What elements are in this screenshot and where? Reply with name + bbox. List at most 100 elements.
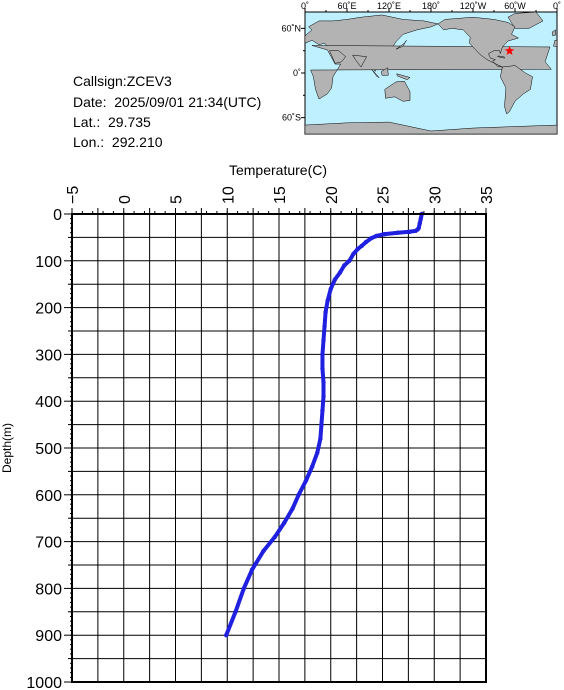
data-point	[321, 394, 326, 399]
x-tick-label: 15	[272, 186, 289, 204]
data-point	[413, 228, 418, 234]
data-point	[417, 221, 422, 226]
y-tick-label: 600	[35, 488, 62, 505]
x-tick-label: 20	[324, 186, 341, 204]
data-point	[418, 216, 423, 221]
date-text: Date: 2025/09/01 21:34(UTC)	[73, 94, 262, 110]
data-point	[290, 506, 295, 512]
world-map: 0˚ 60˚E 120˚E 180˚ 120˚W 60˚W 0˚ 60˚N 0˚ 60˚S	[281, 1, 561, 135]
land-shape	[352, 54, 367, 68]
data-point	[337, 270, 343, 275]
data-point	[322, 324, 327, 329]
chart-grid	[71, 213, 487, 683]
data-point	[407, 229, 412, 234]
data-point	[233, 609, 238, 614]
land-shape	[395, 40, 407, 50]
data-point	[241, 586, 247, 591]
data-point	[351, 251, 356, 256]
latitude-text: Lat.: 29.735	[73, 114, 151, 130]
data-point	[249, 567, 255, 572]
data-point	[319, 422, 324, 427]
x-axis-label: Temperature(C)	[229, 162, 327, 178]
data-point	[320, 352, 325, 357]
longitude-text: Lon.: 292.210	[73, 134, 163, 150]
data-point	[359, 243, 364, 249]
x-tick-label: 0	[117, 195, 134, 204]
land-shape	[329, 50, 346, 64]
data-point	[342, 263, 347, 268]
data-point	[328, 286, 333, 292]
data-point	[347, 258, 352, 263]
data-point	[303, 478, 309, 483]
callsign-text: Callsign:ZCEV3	[73, 73, 172, 89]
map-lon-label: 0˚	[553, 1, 561, 11]
x-tick-label: 25	[376, 186, 393, 204]
map-lon-label: 120˚E	[377, 1, 401, 11]
land-shape	[497, 55, 505, 59]
x-tick-label: 30	[427, 186, 444, 204]
data-point	[325, 298, 330, 303]
data-point	[309, 464, 315, 469]
x-tick-label: −5	[65, 186, 82, 204]
map-lon-label: 120˚W	[460, 1, 487, 11]
data-point	[321, 338, 326, 343]
land-shape	[381, 67, 389, 76]
data-point	[332, 277, 338, 282]
map-lon-label: 180˚	[422, 1, 440, 11]
data-point	[382, 231, 387, 237]
map-lon-label: 60˚W	[504, 1, 526, 11]
data-point	[320, 366, 325, 371]
map-lat-label: 0˚	[293, 68, 301, 78]
station-marker-icon	[504, 45, 515, 55]
land-shape	[384, 80, 411, 102]
map-lon-labels: 0˚ 60˚E 120˚E 180˚ 120˚W 60˚W 0˚	[301, 1, 561, 11]
y-tick-label: 1000	[26, 675, 62, 690]
land-shape	[500, 65, 533, 115]
minor-ticks	[64, 208, 487, 683]
data-point	[224, 633, 229, 638]
y-tick-label: 300	[35, 347, 62, 364]
data-point	[355, 246, 360, 252]
land-shape	[396, 73, 411, 80]
plot-frame	[71, 213, 487, 683]
map-lon-label: 60˚E	[337, 1, 356, 11]
x-tick-labels: −5 0 5 10 15 20 25 30 35	[65, 186, 496, 204]
map-lat-label: 60˚S	[282, 113, 301, 123]
y-axis-label: Depth(m)	[0, 423, 14, 473]
data-point	[315, 450, 320, 455]
y-tick-labels: 0 100 200 300 400 500 600 700 800 900 1000	[26, 207, 62, 690]
land-shape	[371, 69, 380, 78]
y-tick-label: 0	[53, 207, 62, 224]
land-shape	[553, 40, 558, 47]
data-point	[321, 380, 326, 385]
data-point	[296, 492, 301, 497]
data-point	[368, 236, 374, 241]
map-ticks	[301, 8, 558, 119]
x-tick-label: 5	[169, 195, 186, 204]
x-tick-label: 10	[220, 186, 237, 204]
map-lat-label: 60˚N	[281, 23, 301, 33]
map-lon-label: 0˚	[301, 1, 309, 11]
y-tick-label: 100	[35, 254, 62, 271]
data-point	[320, 408, 325, 413]
map-land	[304, 11, 558, 135]
land-shape	[551, 29, 556, 37]
data-point	[395, 230, 401, 235]
data-point	[281, 520, 287, 526]
data-point	[363, 239, 369, 245]
data-point	[374, 233, 379, 239]
data-point	[323, 310, 328, 315]
land-shape	[437, 16, 520, 68]
data-point	[272, 534, 278, 540]
y-tick-label: 700	[35, 535, 62, 552]
y-tick-label: 200	[35, 301, 62, 318]
land-shape	[304, 121, 558, 135]
y-tick-label: 500	[35, 441, 62, 458]
x-tick-label: 35	[479, 186, 496, 204]
y-tick-label: 900	[35, 628, 62, 645]
data-point	[318, 436, 323, 441]
temperature-profile-series	[224, 211, 425, 638]
y-tick-label: 400	[35, 394, 62, 411]
data-point	[261, 548, 266, 554]
